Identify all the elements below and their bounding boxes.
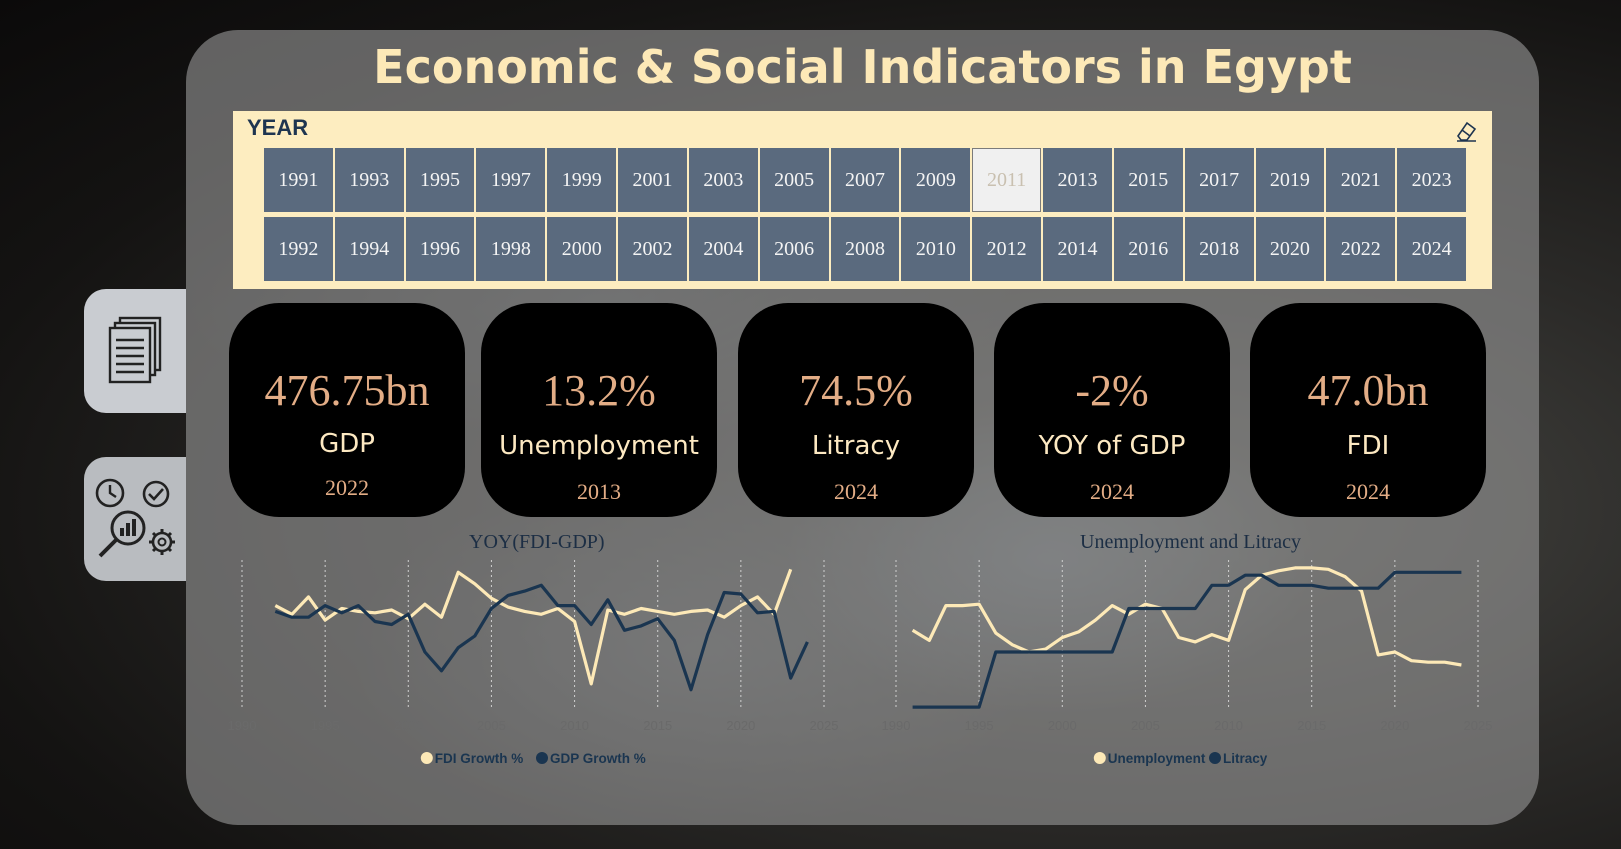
x-tick-label: 2020: [726, 718, 755, 733]
series-line-litracy: [912, 570, 1462, 709]
kpi-label: Litracy: [811, 431, 901, 461]
year-button-1993[interactable]: 1993: [334, 148, 404, 212]
x-tick-label: 2010: [1214, 718, 1243, 733]
year-button-1998[interactable]: 1998: [476, 217, 546, 281]
chart-title-fdi-gdp: YOY(FDI-GDP): [469, 531, 605, 553]
year-button-2010[interactable]: 2010: [901, 217, 971, 281]
kpi-card-literacy: 74.5% Litracy 2024: [738, 303, 974, 517]
kpi-label: Unemployment: [499, 431, 699, 461]
x-tick-label: 1995: [965, 718, 994, 733]
x-tick-label: 2000: [1048, 718, 1077, 733]
analytics-settings-icon: [95, 478, 175, 558]
year-button-2017[interactable]: 2017: [1184, 148, 1254, 212]
x-tick-label: 2005: [477, 718, 506, 733]
chart-title-unemployment-literacy: Unemployment and Litracy: [1080, 531, 1302, 553]
legend-marker: [1093, 752, 1106, 764]
kpi-year: 2022: [325, 475, 369, 500]
page-title: Economic & Social Indicators in Egypt: [373, 40, 1352, 94]
year-button-2012[interactable]: 2012: [972, 217, 1042, 281]
year-button-1991[interactable]: 1991: [264, 148, 333, 212]
year-button-1992[interactable]: 1992: [264, 217, 333, 281]
kpi-label: GDP: [319, 429, 375, 459]
year-button-2000[interactable]: 2000: [547, 217, 617, 281]
chart-fdi-gdp: 1990 1995 2000 2005 2010 2015 2020 2025 FDI Grow…: [228, 560, 839, 766]
legend-label[interactable]: Unemployment: [1108, 751, 1206, 766]
legend-marker: [536, 752, 548, 764]
kpi-value: 74.5%: [799, 366, 913, 415]
year-button-2004[interactable]: 2004: [688, 217, 758, 281]
year-button-2007[interactable]: 2007: [830, 148, 900, 212]
kpi-value: 476.75bn: [264, 366, 430, 415]
legend-label[interactable]: GDP Growth %: [550, 751, 646, 766]
year-button-2011[interactable]: 2011: [972, 148, 1042, 212]
kpi-value: 47.0bn: [1307, 366, 1429, 415]
series-line-fdi-growth-: [274, 568, 793, 686]
year-grid: 1991 1993 1995 1997 1999 2001 2003 2005 2007 2009…: [264, 148, 1466, 281]
year-button-2013[interactable]: 2013: [1043, 148, 1112, 212]
x-tick-label: 2015: [643, 718, 672, 733]
year-button-1994[interactable]: 1994: [334, 217, 404, 281]
series-line-gdp-growth-: [274, 583, 809, 692]
legend-marker: [1209, 752, 1221, 764]
kpi-value: 13.2%: [542, 366, 656, 415]
year-button-2006[interactable]: 2006: [759, 217, 829, 281]
year-button-2022[interactable]: 2022: [1326, 217, 1396, 281]
legend-label[interactable]: Litracy: [1223, 751, 1268, 766]
x-tick-label: 2000: [394, 718, 423, 733]
document-pages-icon: [108, 316, 162, 384]
nav-tab-pages[interactable]: [84, 289, 186, 413]
year-button-2005[interactable]: 2005: [759, 148, 829, 212]
year-button-2002[interactable]: 2002: [618, 217, 687, 281]
year-button-1997[interactable]: 1997: [476, 148, 546, 212]
year-button-2008[interactable]: 2008: [830, 217, 900, 281]
x-tick-label: 2015: [1297, 718, 1326, 733]
year-button-2018[interactable]: 2018: [1184, 217, 1254, 281]
year-button-2023[interactable]: 2023: [1397, 148, 1466, 212]
eraser-icon[interactable]: [1454, 119, 1478, 143]
year-button-2019[interactable]: 2019: [1255, 148, 1325, 212]
x-tick-label: 2020: [1380, 718, 1409, 733]
legend-label[interactable]: FDI Growth %: [435, 751, 524, 766]
kpi-label: FDI: [1346, 431, 1390, 461]
year-button-2014[interactable]: 2014: [1043, 217, 1112, 281]
year-button-2009[interactable]: 2009: [901, 148, 971, 212]
kpi-card-yoy-gdp: -2% YOY of GDP 2024: [994, 303, 1230, 517]
year-slicer: YEAR 1991 1993 1995 1997 1999 2001 2003 2005 200…: [233, 111, 1492, 289]
year-button-2015[interactable]: 2015: [1113, 148, 1183, 212]
year-button-2024[interactable]: 2024: [1397, 217, 1466, 281]
kpi-year: 2013: [577, 479, 621, 504]
x-tick-label: 1990: [882, 718, 911, 733]
kpi-card-gdp: 476.75bn GDP 2022: [229, 303, 465, 517]
chart-unemployment-literacy: 1990 1995 2000 2005 2010 2015 2020 2025 Unemploy…: [882, 560, 1493, 766]
x-tick-label: 2025: [810, 718, 839, 733]
year-button-1996[interactable]: 1996: [405, 217, 475, 281]
x-tick-label: 1990: [228, 718, 257, 733]
x-tick-label: 2025: [1464, 718, 1493, 733]
nav-tab-analytics[interactable]: [84, 457, 186, 581]
series-line-unemployment: [911, 566, 1462, 667]
kpi-year: 2024: [834, 479, 878, 504]
x-tick-label: 1995: [311, 718, 340, 733]
x-tick-label: 2010: [560, 718, 589, 733]
year-button-1999[interactable]: 1999: [547, 148, 617, 212]
kpi-year: 2024: [1346, 479, 1390, 504]
year-button-2001[interactable]: 2001: [618, 148, 687, 212]
kpi-value: -2%: [1075, 366, 1149, 415]
year-button-2021[interactable]: 2021: [1326, 148, 1396, 212]
kpi-year: 2024: [1090, 479, 1134, 504]
year-button-1995[interactable]: 1995: [405, 148, 475, 212]
kpi-card-unemployment: 13.2% Unemployment 2013: [481, 303, 717, 517]
kpi-label: YOY of GDP: [1038, 431, 1186, 461]
slicer-label: YEAR: [247, 115, 309, 140]
x-tick-label: 2005: [1131, 718, 1160, 733]
year-button-2003[interactable]: 2003: [688, 148, 758, 212]
kpi-card-fdi: 47.0bn FDI 2024: [1250, 303, 1486, 517]
legend-marker: [420, 752, 433, 764]
year-button-2020[interactable]: 2020: [1255, 217, 1325, 281]
year-button-2016[interactable]: 2016: [1113, 217, 1183, 281]
